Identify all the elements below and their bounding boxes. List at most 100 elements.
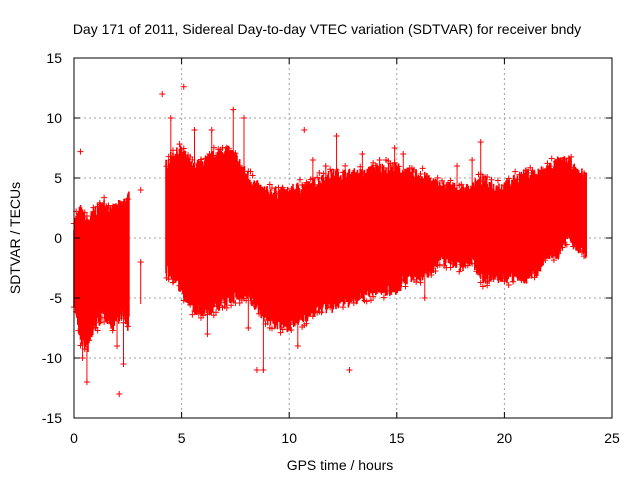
data-point xyxy=(165,276,172,283)
data-point xyxy=(109,327,116,334)
data-point xyxy=(331,297,338,304)
data-point xyxy=(342,162,349,169)
data-point xyxy=(565,226,572,233)
data-point xyxy=(445,248,452,255)
x-axis-label: GPS time / hours xyxy=(287,457,394,473)
data-point xyxy=(432,267,439,274)
y-tick-label: -15 xyxy=(42,410,62,426)
data-point xyxy=(337,293,344,300)
data-point xyxy=(417,171,424,178)
data-point xyxy=(458,181,465,188)
data-point xyxy=(570,243,577,250)
data-point xyxy=(316,169,323,176)
data-point xyxy=(559,244,566,251)
data-point xyxy=(200,163,207,170)
data-point xyxy=(372,162,379,169)
data-point xyxy=(395,163,402,170)
data-point xyxy=(355,175,362,182)
data-point xyxy=(335,298,342,305)
data-point xyxy=(505,281,512,288)
data-point xyxy=(247,168,254,175)
y-tick-label: 5 xyxy=(54,170,62,186)
data-point xyxy=(288,327,295,334)
data-point xyxy=(294,188,301,195)
data-point xyxy=(367,297,374,304)
data-point xyxy=(94,327,101,334)
data-point xyxy=(531,274,538,281)
data-point xyxy=(415,271,422,278)
data-point xyxy=(531,179,538,186)
data-point xyxy=(215,302,222,309)
data-point xyxy=(387,287,394,294)
data-point xyxy=(342,298,349,305)
outlier-point xyxy=(167,115,174,121)
data-point xyxy=(473,180,480,187)
y-tick-label: 15 xyxy=(46,50,62,66)
data-point xyxy=(200,312,207,319)
data-point xyxy=(107,319,114,326)
data-point xyxy=(256,310,263,317)
data-point xyxy=(88,217,95,224)
data-point xyxy=(266,181,273,188)
data-point xyxy=(350,300,357,307)
outlier-point xyxy=(137,259,144,265)
data-point xyxy=(447,177,454,184)
data-point xyxy=(301,183,308,190)
data-point xyxy=(167,264,174,271)
data-point xyxy=(432,180,439,187)
data-point xyxy=(281,314,288,321)
x-tick-label: 5 xyxy=(178,430,186,446)
data-point xyxy=(228,302,235,309)
outlier-point xyxy=(301,127,308,133)
data-point xyxy=(350,180,357,187)
data-point xyxy=(537,261,544,268)
data-point xyxy=(479,283,486,290)
data-point xyxy=(501,182,508,189)
data-point xyxy=(568,153,575,160)
data-point xyxy=(492,267,499,274)
data-point xyxy=(525,169,532,176)
outlier-point xyxy=(245,325,252,331)
y-tick-label: 10 xyxy=(46,110,62,126)
data-point xyxy=(75,327,82,334)
data-point xyxy=(327,304,334,311)
data-point xyxy=(182,289,189,296)
data-point xyxy=(370,293,377,300)
data-point xyxy=(234,284,241,291)
data-point xyxy=(419,264,426,271)
data-point xyxy=(510,278,517,285)
outlier-point xyxy=(391,145,398,151)
data-point xyxy=(501,278,508,285)
outlier-point xyxy=(253,367,260,373)
data-point xyxy=(256,184,263,191)
data-point xyxy=(314,174,321,181)
data-point xyxy=(174,274,181,281)
data-point xyxy=(284,326,291,333)
data-point xyxy=(318,175,325,182)
data-point xyxy=(438,177,445,184)
data-point xyxy=(286,192,293,199)
data-point xyxy=(482,268,489,275)
data-point xyxy=(404,176,411,183)
data-point xyxy=(268,185,275,192)
data-point xyxy=(281,189,288,196)
data-point xyxy=(363,298,370,305)
data-point xyxy=(563,241,570,248)
outlier-point xyxy=(83,379,90,385)
data-point xyxy=(413,176,420,183)
series-0 xyxy=(71,83,588,397)
x-axis-tick-labels: 0 5 10 15 20 25 xyxy=(70,430,620,446)
data-point xyxy=(327,166,334,173)
data-point xyxy=(413,278,420,285)
data-point xyxy=(518,171,525,178)
data-point xyxy=(380,294,387,301)
data-point xyxy=(225,145,232,152)
data-point xyxy=(182,155,189,162)
data-point xyxy=(243,177,250,184)
data-point xyxy=(578,177,585,184)
data-point xyxy=(288,185,295,192)
data-point xyxy=(402,283,409,290)
data-point xyxy=(540,167,547,174)
data-point xyxy=(213,152,220,159)
outlier-point xyxy=(421,295,428,301)
